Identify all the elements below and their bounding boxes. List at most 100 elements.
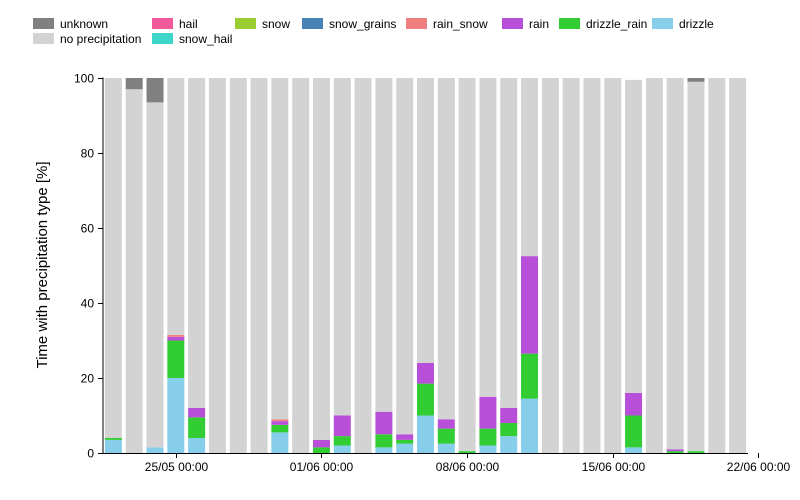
legend-swatch (302, 18, 323, 29)
legend-item-rain: rain (502, 17, 549, 31)
legend-item-rain-snow: rain_snow (406, 17, 488, 31)
bar-segment-rain (417, 363, 434, 384)
axes: 0 20 40 60 80 100 25/05 00:00 01/06 00:00 08/06 … (74, 72, 791, 475)
legend-item-snow-hail: snow_hail (152, 32, 232, 46)
bar-segment-drizzle-rain (333, 436, 351, 446)
legend-label: rain (529, 17, 549, 31)
bar-segment-unknown (146, 78, 164, 103)
bar-stack (666, 78, 684, 454)
y-tick-label: 80 (81, 147, 95, 161)
x-tick-label: 25/05 00:00 (145, 460, 209, 474)
bar-segment-drizzle (271, 432, 289, 454)
bar-segment-no-precipitation (500, 78, 518, 408)
x-tick-label: 08/06 00:00 (436, 460, 500, 474)
legend-swatch (33, 18, 54, 29)
x-tick-label: 22/06 00:00 (727, 460, 791, 474)
bar-segment-rain (312, 439, 330, 448)
legend-swatch (406, 18, 427, 29)
bar-segment-rain (437, 419, 455, 429)
legend-swatch (652, 18, 673, 29)
bar-segment-drizzle-rain (104, 438, 122, 440)
bar-segment-drizzle (396, 443, 414, 454)
bar-segment-no-precipitation (396, 78, 414, 435)
bar-segment-no-precipitation (729, 78, 747, 453)
legend-label: hail (179, 17, 198, 31)
bar-segment-drizzle-rain (188, 417, 206, 439)
bar-stack (645, 78, 663, 453)
bar-segment-drizzle-rain (666, 451, 684, 454)
bar-segment-drizzle (104, 439, 122, 454)
bar-segment-no-precipitation (354, 78, 372, 453)
bar-segment-drizzle (625, 447, 643, 454)
y-tick-label: 20 (81, 372, 95, 386)
bar-segment-drizzle-rain (687, 451, 705, 454)
bar-segment-unknown (687, 78, 705, 82)
bar-segment-drizzle-rain (437, 428, 455, 444)
legend-swatch (559, 18, 580, 29)
bar-segment-drizzle-rain (396, 439, 414, 444)
bar-segment-rain (500, 408, 518, 423)
bar-segment-drizzle (521, 398, 539, 454)
bar-segment-no-precipitation (417, 78, 434, 363)
bar-segment-drizzle-rain (167, 340, 185, 378)
bar-segment-no-precipitation (250, 78, 268, 453)
bar-segment-rain (333, 415, 351, 437)
bar-stack (708, 78, 726, 453)
bar-segment-rain (396, 434, 414, 440)
bar-stack (500, 78, 518, 454)
bar-segment-drizzle (500, 436, 518, 454)
bar-stack (562, 78, 580, 453)
bar-segment-no-precipitation (541, 78, 559, 453)
legend-label: snow (262, 17, 290, 31)
legend-item-snow: snow (235, 17, 290, 31)
x-tick-label: 01/06 00:00 (290, 460, 354, 474)
bar-segment-drizzle-rain (625, 415, 643, 448)
legend-label: drizzle_rain (586, 17, 647, 31)
bar-segment-no-precipitation (167, 78, 185, 335)
bar-segment-drizzle (188, 438, 206, 453)
legend-item-drizzle-rain: drizzle_rain (559, 17, 647, 31)
bar-segment-drizzle (375, 447, 393, 454)
bar-segment-drizzle-rain (312, 447, 330, 454)
bar-segment-no-precipitation (312, 78, 330, 440)
bar-segment-drizzle (167, 378, 185, 453)
bar-stack (417, 78, 434, 453)
bar-stack (604, 78, 622, 453)
bar-segment-rain (666, 449, 684, 452)
bar-segment-rain (625, 393, 643, 416)
bar-stack (541, 78, 559, 453)
legend-label: unknown (60, 17, 108, 31)
legend-item-snow-grains: snow_grains (302, 17, 396, 31)
bar-segment-no-precipitation (666, 78, 684, 450)
bar-stack (250, 78, 268, 453)
bar-segment-no-precipitation (583, 78, 601, 453)
bar-stack (354, 78, 372, 453)
legend-swatch (33, 33, 54, 44)
legend-swatch (152, 18, 173, 29)
bar-stack (229, 78, 247, 453)
bar-stack (104, 78, 122, 454)
bars-layer (104, 78, 747, 454)
bar-stack (521, 78, 539, 454)
bar-segment-no-precipitation (292, 78, 310, 453)
bar-segment-rain (375, 411, 393, 435)
bar-segment-no-precipitation (271, 78, 289, 420)
legend-label: rain_snow (433, 17, 488, 31)
legend-label: snow_grains (329, 17, 396, 31)
bar-stack (188, 78, 206, 453)
y-tick-label: 100 (74, 72, 94, 86)
legend-label: no precipitation (60, 32, 141, 46)
bar-segment-no-precipitation (687, 81, 705, 452)
legend-item-no-precipitation: no precipitation (33, 32, 141, 46)
x-tick-label: 15/06 00:00 (582, 460, 646, 474)
bar-stack (687, 78, 705, 454)
bar-stack (333, 78, 351, 453)
bar-stack (292, 78, 310, 453)
bar-segment-drizzle (479, 445, 497, 453)
bar-segment-no-precipitation (562, 78, 580, 453)
bar-segment-no-precipitation (458, 78, 476, 452)
legend-label: snow_hail (179, 32, 232, 46)
legend-item-unknown: unknown (33, 17, 108, 31)
bar-segment-no-precipitation (479, 78, 497, 397)
